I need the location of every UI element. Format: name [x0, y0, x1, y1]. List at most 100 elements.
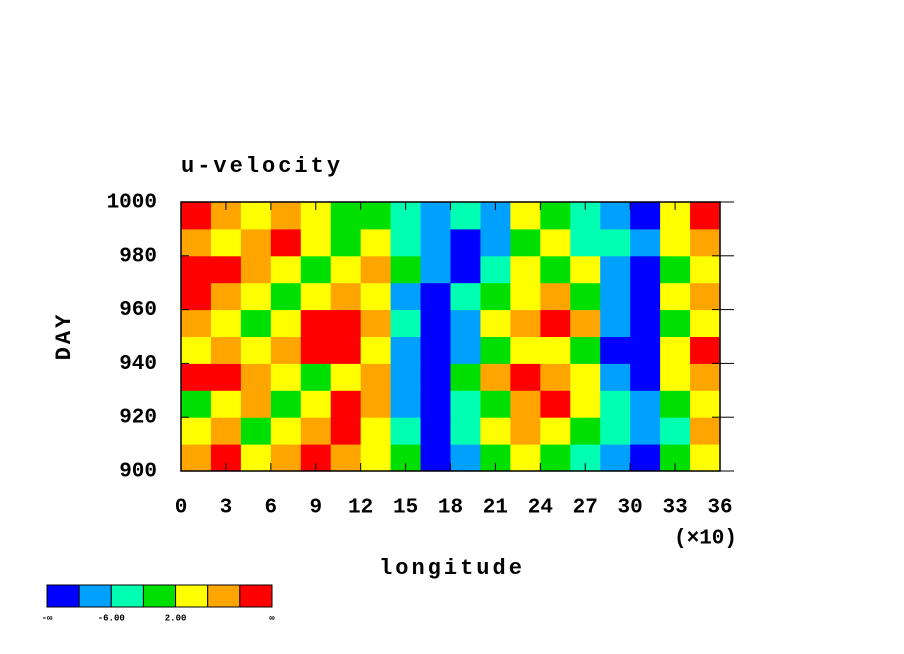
cell — [570, 228, 601, 257]
cell — [240, 202, 272, 230]
colorbar-box — [110, 584, 144, 608]
cell — [450, 255, 481, 284]
cell — [270, 255, 302, 284]
colorbar-box — [78, 584, 112, 608]
cell — [420, 228, 451, 257]
cell — [210, 417, 242, 445]
x-tick-label: 24 — [528, 497, 553, 520]
cell — [270, 228, 302, 257]
cell — [480, 390, 511, 418]
cell — [600, 417, 631, 445]
cell — [570, 255, 601, 284]
cell — [420, 336, 451, 364]
cell — [360, 202, 392, 230]
cell — [300, 255, 332, 284]
cell — [480, 255, 511, 284]
cell — [420, 417, 451, 445]
cell — [450, 336, 481, 364]
cell — [630, 202, 661, 230]
x-tick-label: 3 — [220, 497, 233, 520]
y-axis-label: DAY — [52, 312, 77, 361]
cell — [480, 417, 511, 445]
cell — [390, 309, 422, 337]
cell — [480, 228, 511, 257]
cell — [360, 336, 392, 364]
cell — [420, 363, 451, 391]
cell — [630, 309, 661, 337]
cell — [330, 309, 362, 337]
cell — [690, 336, 721, 364]
cell — [600, 255, 631, 284]
cell — [181, 255, 212, 284]
cell — [540, 202, 571, 230]
cell — [390, 336, 422, 364]
cell — [570, 390, 601, 418]
cell — [600, 363, 631, 391]
cell — [600, 282, 631, 311]
cell — [181, 336, 212, 364]
cell — [300, 363, 332, 391]
cell — [690, 228, 721, 257]
cell — [450, 228, 481, 257]
cell — [390, 228, 422, 257]
cell — [690, 363, 721, 391]
cell — [660, 417, 691, 445]
cell — [330, 202, 362, 230]
cell — [210, 390, 242, 418]
cell — [630, 363, 661, 391]
cell — [420, 282, 451, 311]
cell — [540, 417, 571, 445]
cell — [450, 309, 481, 337]
cell — [450, 282, 481, 311]
colorbar-label: ∞ — [269, 613, 275, 623]
cell — [181, 444, 212, 472]
y-tick-label: 960 — [119, 299, 157, 322]
cell — [660, 309, 691, 337]
colorbar-label: -6.00 — [98, 613, 125, 623]
cell — [270, 336, 302, 364]
cell — [330, 282, 362, 311]
cell — [210, 282, 242, 311]
cell — [240, 363, 272, 391]
y-tick-label: 920 — [119, 407, 157, 430]
x-tick-label: 9 — [309, 497, 322, 520]
cell — [690, 444, 721, 472]
chart-title: u-velocity — [181, 154, 343, 179]
cell — [510, 282, 541, 311]
cell — [360, 390, 392, 418]
cell — [510, 309, 541, 337]
cell — [540, 228, 571, 257]
cell — [450, 390, 481, 418]
colorbar-box — [46, 584, 80, 608]
cell — [210, 228, 242, 257]
x-tick-label: 30 — [618, 497, 643, 520]
y-tick-label: 900 — [119, 461, 157, 484]
cell — [360, 255, 392, 284]
x-scale-note: (×10) — [674, 528, 737, 551]
cell — [210, 363, 242, 391]
cell — [330, 390, 362, 418]
cell — [690, 417, 721, 445]
cell — [630, 390, 661, 418]
cell — [181, 309, 212, 337]
cell — [690, 309, 721, 337]
y-tick-label: 980 — [119, 245, 157, 268]
cell — [570, 282, 601, 311]
cell — [510, 390, 541, 418]
cell — [510, 202, 541, 230]
colorbar-box — [207, 584, 241, 608]
cell — [420, 390, 451, 418]
cell — [181, 363, 212, 391]
cell — [510, 363, 541, 391]
cell — [450, 417, 481, 445]
cell — [270, 390, 302, 418]
cell — [390, 255, 422, 284]
y-tick-label: 1000 — [107, 192, 157, 215]
x-tick-label: 15 — [393, 497, 418, 520]
cell — [240, 390, 272, 418]
cell — [540, 363, 571, 391]
cell — [330, 363, 362, 391]
cell — [330, 417, 362, 445]
colorbar-box — [142, 584, 177, 608]
cell — [510, 255, 541, 284]
